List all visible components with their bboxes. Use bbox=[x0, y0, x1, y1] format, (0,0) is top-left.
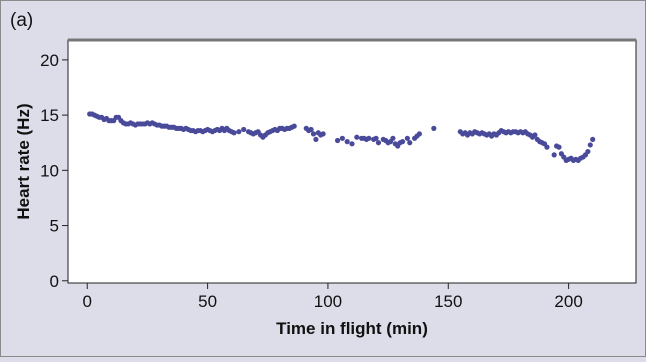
x-tick-label: 150 bbox=[434, 292, 462, 311]
data-point bbox=[590, 136, 596, 143]
data-point bbox=[236, 129, 242, 135]
data-point bbox=[344, 139, 350, 145]
y-tick-label: 10 bbox=[40, 161, 59, 180]
x-tick-label: 0 bbox=[83, 292, 92, 311]
data-point bbox=[349, 141, 355, 147]
data-point bbox=[407, 140, 413, 146]
panel-label: (a) bbox=[10, 10, 33, 31]
data-point bbox=[308, 126, 314, 133]
x-tick-label: 200 bbox=[554, 292, 582, 311]
data-point bbox=[587, 142, 593, 148]
data-point bbox=[339, 135, 345, 141]
data-point bbox=[366, 135, 372, 141]
data-point bbox=[556, 144, 562, 150]
data-point bbox=[416, 131, 422, 137]
data-point bbox=[544, 144, 550, 150]
data-point bbox=[532, 132, 538, 138]
data-point bbox=[585, 148, 591, 155]
data-point bbox=[390, 135, 396, 141]
data-point bbox=[231, 130, 237, 136]
y-tick-label: 0 bbox=[50, 272, 59, 291]
y-tick-label: 20 bbox=[40, 51, 59, 70]
data-point bbox=[313, 136, 319, 143]
data-points bbox=[87, 111, 596, 163]
x-axis-title: Time in flight (min) bbox=[276, 319, 428, 338]
y-tick-label: 15 bbox=[40, 106, 59, 125]
data-point bbox=[291, 123, 297, 129]
y-tick-label: 5 bbox=[50, 217, 59, 236]
data-point bbox=[375, 140, 382, 146]
data-point bbox=[320, 131, 326, 137]
data-point bbox=[334, 137, 341, 144]
data-point bbox=[354, 134, 360, 140]
plot-area bbox=[67, 39, 637, 284]
data-point bbox=[373, 135, 379, 141]
data-point bbox=[404, 135, 410, 141]
data-point bbox=[431, 125, 437, 131]
data-point bbox=[551, 152, 557, 158]
x-axis: 0 50 100 150 200 bbox=[83, 283, 583, 311]
data-point bbox=[399, 139, 406, 145]
data-point bbox=[310, 131, 317, 137]
x-tick-label: 100 bbox=[314, 292, 342, 311]
y-axis: 0 5 10 15 20 bbox=[40, 51, 68, 291]
y-axis-title: Heart rate (Hz) bbox=[14, 103, 33, 219]
data-point bbox=[241, 126, 247, 133]
x-tick-label: 50 bbox=[198, 292, 217, 311]
